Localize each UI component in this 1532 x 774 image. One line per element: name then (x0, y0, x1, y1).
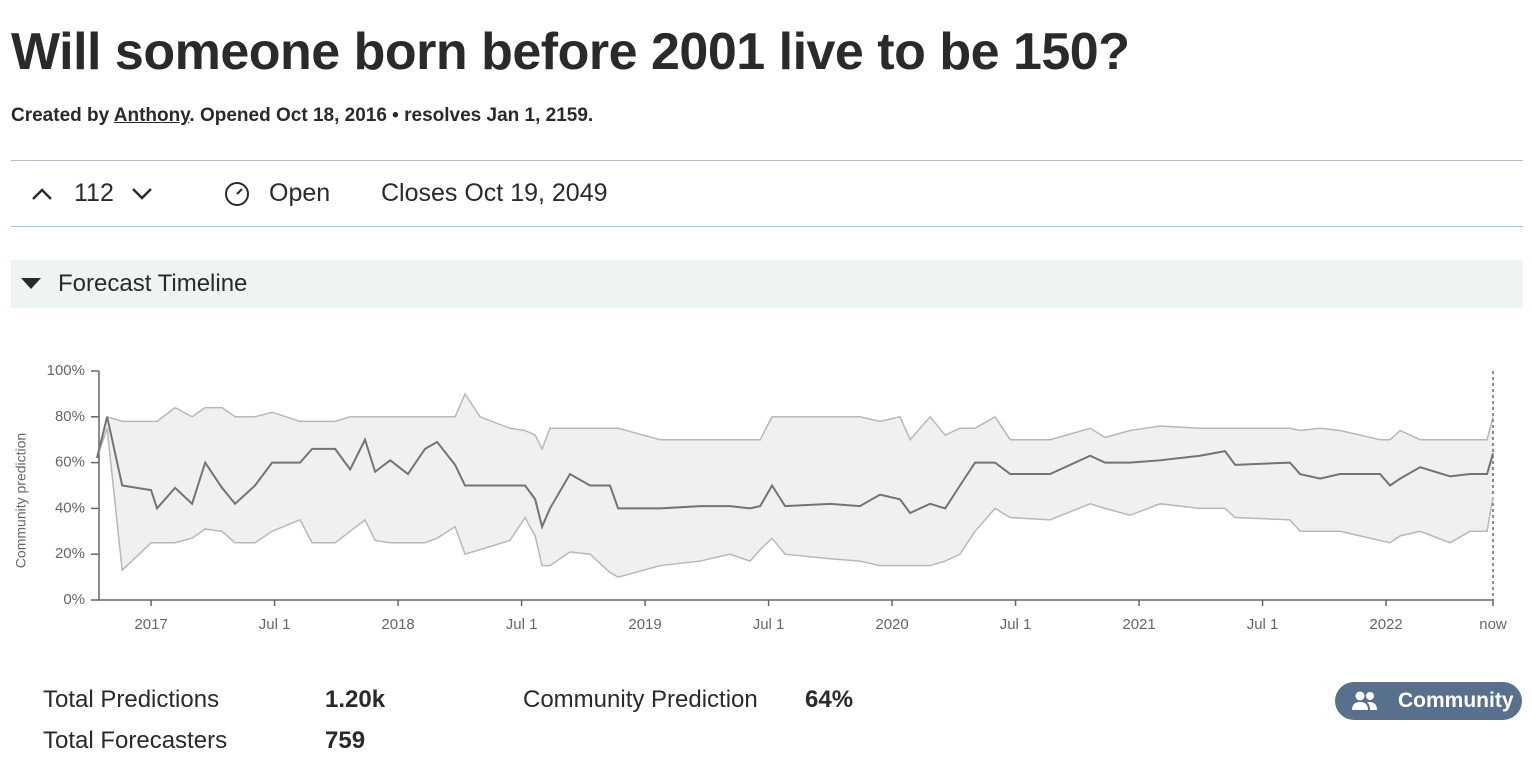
x-tick-label: 2017 (134, 616, 167, 633)
status-icon (225, 182, 249, 206)
community-button[interactable]: Community (1335, 682, 1522, 720)
x-tick-label: Jul 1 (506, 616, 538, 633)
stat-label: Total Forecasters (43, 727, 228, 754)
x-tick-label: 2019 (628, 616, 661, 633)
button-label: Community (1398, 689, 1514, 712)
x-tick-label: 2018 (381, 616, 414, 633)
section-title: Forecast Timeline (58, 270, 248, 297)
x-tick-label: now (1479, 616, 1507, 633)
x-tick-label: Jul 1 (753, 616, 785, 633)
x-tick-label: 2020 (875, 616, 908, 633)
series-line (96, 428, 1494, 578)
question-title: Will someone born before 2001 live to be… (11, 23, 1130, 81)
stat-value: 759 (325, 727, 366, 754)
series-line (96, 416, 1494, 530)
collapse-icon (21, 278, 41, 289)
created-by: Created by (11, 105, 110, 126)
section-header[interactable]: Forecast Timeline (11, 260, 1523, 308)
divider (11, 226, 1523, 227)
stat-value: 1.20k (325, 686, 386, 713)
author-link[interactable]: Anthony (113, 105, 190, 126)
y-tick-label: 80% (55, 408, 85, 425)
vote-count: 112 (74, 179, 114, 207)
meta-text: . Opened Oct 18, 2016 • resolves Jan 1, … (189, 105, 594, 126)
x-tick-label: Jul 1 (1000, 616, 1032, 633)
x-tick-label: Jul 1 (1247, 616, 1279, 633)
series-line (96, 392, 1494, 459)
upvote[interactable] (30, 184, 54, 204)
y-tick-label: 0% (63, 591, 85, 608)
people-icon (1352, 691, 1377, 710)
divider (11, 160, 1523, 161)
closes: Closes Oct 19, 2049 (381, 179, 608, 207)
question-meta: Created by Anthony. Opened Oct 18, 2016 … (11, 105, 593, 127)
x-tick-label: 2022 (1369, 616, 1402, 633)
band-fill (97, 393, 1493, 578)
stat-label: Community Prediction (523, 686, 758, 713)
y-tick-label: 40% (55, 499, 85, 516)
y-axis-title: Community prediction (13, 433, 29, 568)
chart: 0% 20% 40% 60% 80% 100% 2017 Jul 1 2018 Jul 1 2019… (13, 362, 1507, 633)
y-tick-label: 60% (55, 454, 85, 471)
downvote[interactable] (130, 184, 154, 204)
x-tick-label: 2021 (1122, 616, 1155, 633)
y-tick-label: 100% (47, 362, 85, 379)
x-tick-label: Jul 1 (259, 616, 291, 633)
status: Open (269, 179, 331, 207)
stat-label: Total Predictions (43, 686, 220, 713)
stat-value: 64% (805, 686, 854, 713)
y-tick-label: 20% (55, 545, 85, 562)
